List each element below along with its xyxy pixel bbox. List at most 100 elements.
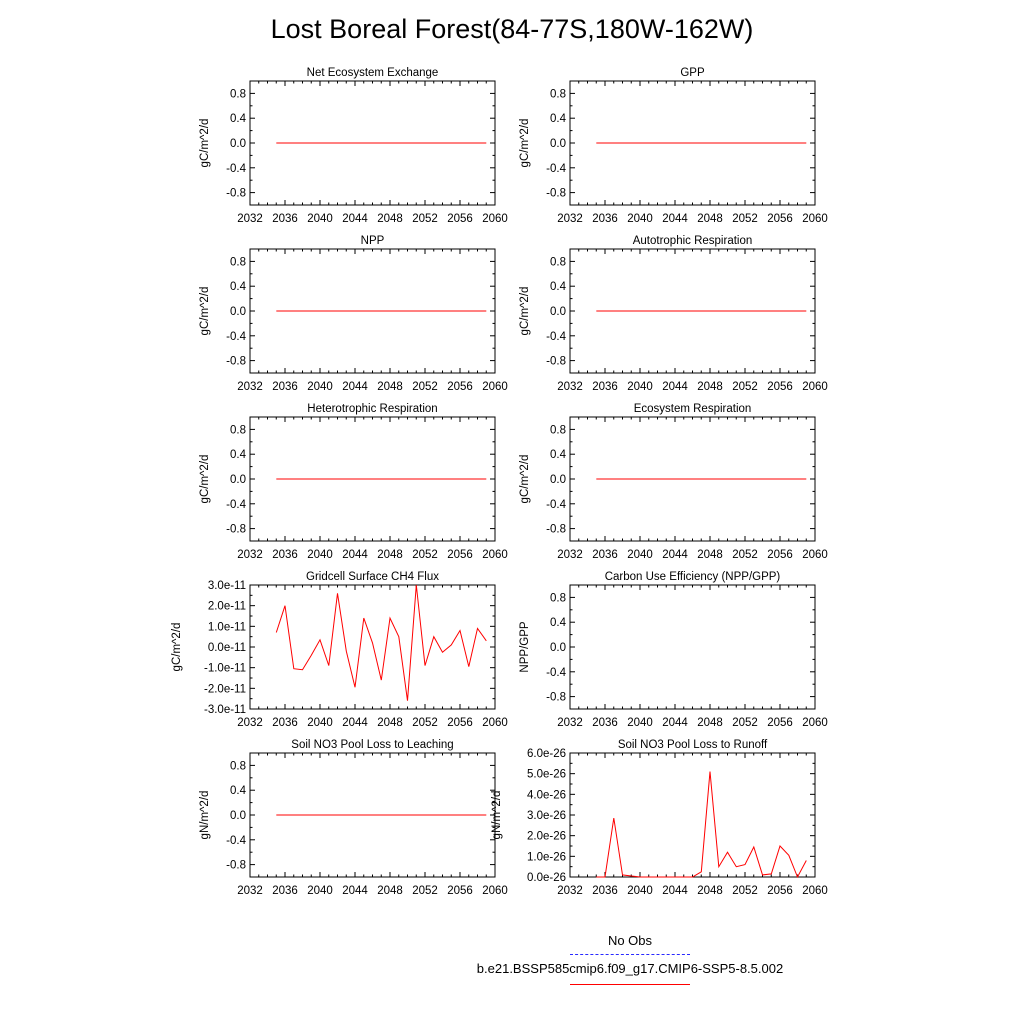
y-tick-label: 0.4: [230, 785, 247, 797]
x-tick-label: 2036: [592, 717, 618, 729]
legend-case-label: b.e21.BSSP585cmip6.f09_g17.CMIP6-SSP5-8.…: [476, 961, 784, 976]
x-tick-label: 2056: [447, 381, 473, 393]
panel-title: Ecosystem Respiration: [634, 403, 752, 415]
x-tick-label: 2044: [342, 213, 368, 225]
chart-panel-9: Soil NO3 Pool Loss to Leaching 2032 2036 20…: [199, 739, 508, 897]
x-tick-label: 2032: [237, 381, 263, 393]
y-axis-label: gN/m^2/d: [199, 791, 211, 840]
y-tick-label: 0.0: [230, 138, 246, 150]
panel-title: Soil NO3 Pool Loss to Runoff: [618, 739, 768, 751]
plot-frame: [569, 752, 816, 878]
x-tick-label: 2040: [307, 885, 333, 897]
x-tick-label: 2032: [237, 717, 263, 729]
y-tick-label: 6.0e-26: [527, 748, 566, 760]
y-tick-label: -2.0e-11: [204, 683, 246, 695]
y-tick-label: 1.0e-11: [208, 621, 246, 633]
x-tick-label: 2056: [447, 717, 473, 729]
y-tick-label: 0.8: [230, 424, 246, 436]
x-tick-label: 2052: [732, 213, 758, 225]
y-tick-label: 2.0e-11: [208, 601, 246, 613]
x-tick-label: 2052: [412, 213, 438, 225]
panel-title: Soil NO3 Pool Loss to Leaching: [291, 739, 453, 751]
y-tick-label: 4.0e-26: [527, 789, 566, 801]
y-tick-label: -0.4: [226, 835, 246, 847]
y-tick-label: -0.4: [226, 163, 246, 175]
x-tick-label: 2048: [697, 717, 723, 729]
y-tick-label: 0.8: [550, 88, 566, 100]
x-tick-label: 2036: [272, 885, 298, 897]
x-tick-label: 2044: [662, 213, 688, 225]
y-tick-label: 0.4: [230, 113, 247, 125]
panel-title: NPP: [361, 235, 385, 247]
x-tick-label: 2044: [342, 549, 368, 561]
y-tick-label: 0.0: [550, 474, 566, 486]
x-tick-label: 2040: [627, 381, 653, 393]
x-tick-label: 2048: [377, 717, 403, 729]
x-tick-label: 2044: [662, 885, 688, 897]
y-tick-label: -0.4: [546, 499, 566, 511]
x-tick-label: 2032: [557, 549, 583, 561]
y-tick-label: -0.8: [546, 524, 566, 536]
y-tick-label: -0.8: [226, 356, 246, 368]
chart-panel-3: NPP 2032 2036 2040 2044 2048 2052 2056 2060 0.8 0.…: [199, 235, 508, 393]
y-tick-label: 0.8: [550, 424, 566, 436]
y-tick-label: -0.4: [546, 163, 566, 175]
panel-title: Gridcell Surface CH4 Flux: [306, 571, 439, 583]
chart-panel-5: Heterotrophic Respiration 2032 2036 2040 204…: [199, 403, 508, 561]
series-line: [275, 584, 487, 701]
y-axis-label: gC/m^2/d: [199, 455, 211, 504]
x-tick-label: 2048: [697, 885, 723, 897]
x-tick-label: 2044: [662, 381, 688, 393]
panel-title: Carbon Use Efficiency (NPP/GPP): [605, 571, 781, 583]
x-tick-label: 2060: [802, 717, 828, 729]
y-tick-label: 0.0: [550, 306, 566, 318]
x-tick-label: 2060: [802, 213, 828, 225]
x-tick-label: 2036: [592, 885, 618, 897]
x-tick-label: 2040: [627, 549, 653, 561]
y-tick-label: 3.0e-11: [208, 580, 246, 592]
legend-case-line: [570, 984, 690, 985]
x-tick-label: 2060: [802, 885, 828, 897]
y-tick-label: -3.0e-11: [204, 704, 246, 716]
y-tick-label: 0.4: [230, 281, 247, 293]
x-tick-label: 2052: [732, 717, 758, 729]
plot-frame: [569, 584, 816, 710]
page-title: Lost Boreal Forest(84-77S,180W-162W): [270, 14, 754, 44]
y-tick-label: -0.4: [546, 331, 566, 343]
x-tick-label: 2052: [732, 381, 758, 393]
y-tick-label: -0.8: [546, 356, 566, 368]
legend-obs-label: No Obs: [607, 933, 653, 948]
x-tick-label: 2048: [377, 213, 403, 225]
x-tick-label: 2044: [342, 885, 368, 897]
y-tick-label: 0.4: [550, 113, 567, 125]
x-tick-label: 2060: [482, 381, 508, 393]
chart-panel-7: Gridcell Surface CH4 Flux 2032 2036 2040 204…: [171, 571, 508, 729]
y-tick-label: 1.0e-26: [527, 851, 566, 863]
x-tick-label: 2040: [307, 717, 333, 729]
x-tick-label: 2056: [767, 717, 793, 729]
y-tick-label: 2.0e-26: [527, 831, 566, 843]
y-tick-label: 0.8: [230, 88, 246, 100]
series-line: [596, 771, 807, 879]
x-tick-label: 2040: [307, 549, 333, 561]
y-tick-label: -0.8: [226, 860, 246, 872]
x-tick-label: 2036: [592, 213, 618, 225]
y-axis-label: gC/m^2/d: [171, 623, 183, 672]
y-tick-label: -0.8: [226, 188, 246, 200]
x-tick-label: 2056: [767, 885, 793, 897]
x-tick-label: 2056: [767, 549, 793, 561]
y-tick-label: 0.8: [550, 592, 566, 604]
x-tick-label: 2060: [482, 885, 508, 897]
y-tick-label: 5.0e-26: [527, 769, 566, 781]
y-tick-label: 0.0e-26: [527, 872, 566, 884]
x-tick-label: 2032: [237, 549, 263, 561]
y-tick-label: 0.0: [230, 474, 246, 486]
y-axis-label: gC/m^2/d: [519, 287, 531, 336]
y-tick-label: -0.8: [546, 188, 566, 200]
panel-title: GPP: [680, 67, 705, 79]
x-tick-label: 2036: [272, 381, 298, 393]
x-tick-label: 2048: [697, 549, 723, 561]
y-tick-label: 0.4: [230, 449, 247, 461]
chart-panel-4: Autotrophic Respiration 2032 2036 2040 2044 2…: [519, 235, 828, 393]
x-tick-label: 2032: [557, 213, 583, 225]
